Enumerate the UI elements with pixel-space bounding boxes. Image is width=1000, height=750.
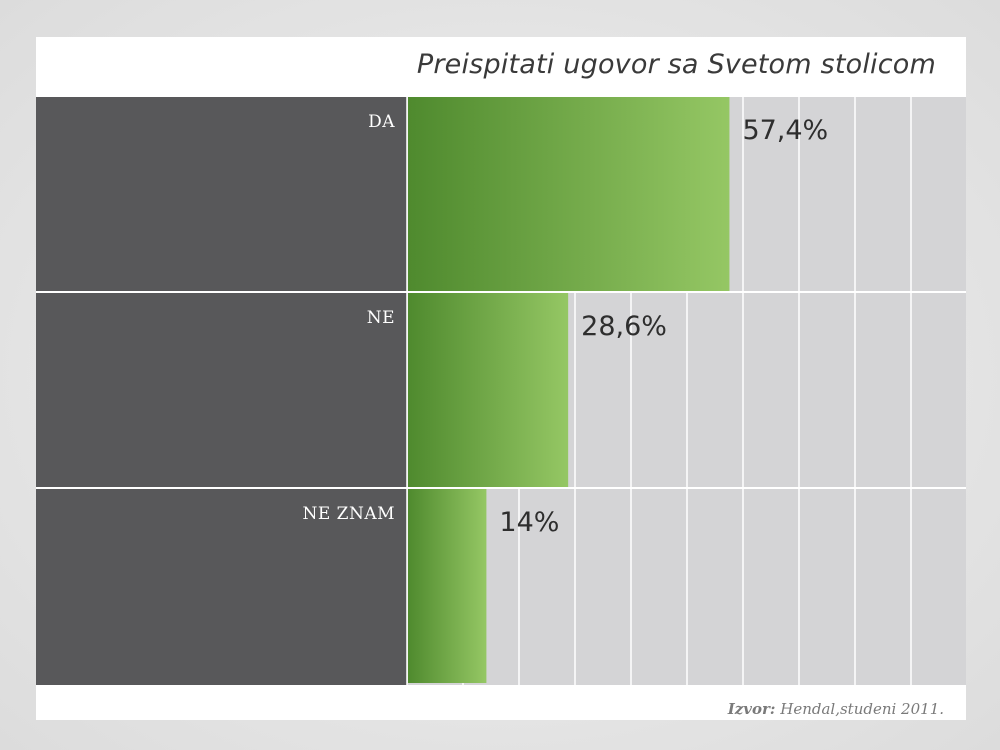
chart-title: Preispitati ugovor sa Svetom stolicom [416,49,936,80]
bar-da [408,97,730,291]
label-panel [36,97,407,685]
category-label: DA [368,112,395,132]
bar-ne [408,293,569,487]
bar-ne-znam [408,489,487,683]
category-label: NE [367,308,395,328]
value-label: 28,6% [581,311,667,342]
value-label: 14% [499,507,559,538]
value-label: 57,4% [742,115,828,146]
source-note: Izvor: Hendal,studeni 2011. [728,700,944,718]
source-label: Izvor: [727,700,776,718]
category-label: NE ZNAM [302,504,395,524]
source-text: Hendal,studeni 2011. [775,700,944,718]
